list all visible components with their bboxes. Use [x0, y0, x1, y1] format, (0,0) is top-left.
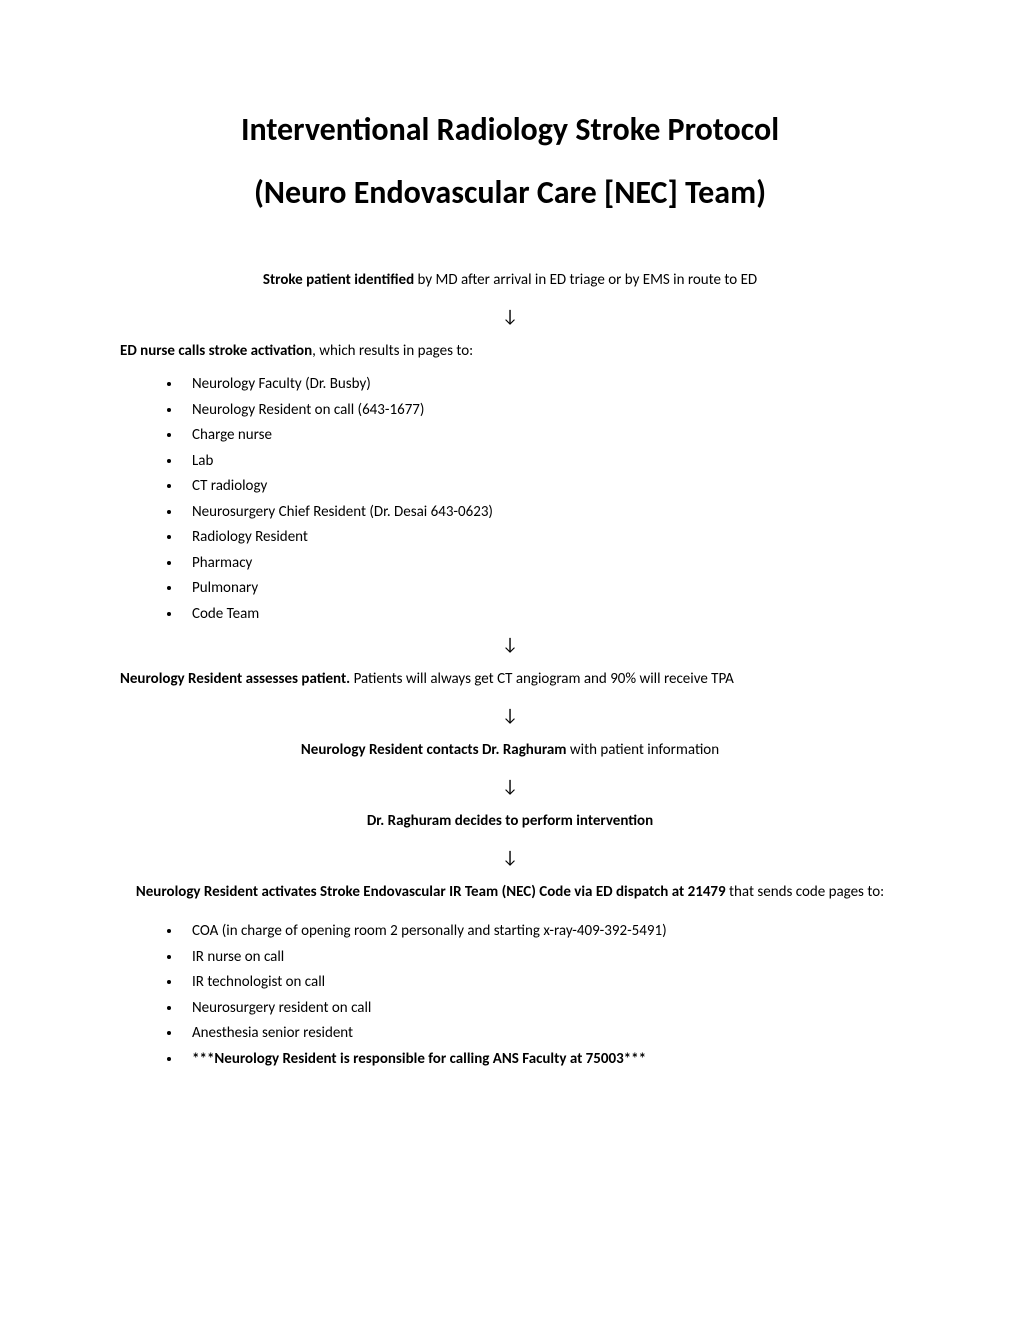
arrow-icon: ↓: [120, 305, 900, 327]
step-6: Neurology Resident activates Stroke Endo…: [120, 882, 900, 903]
document-subtitle: (Neuro Endovascular Care [NEC] Team): [120, 173, 900, 212]
arrow-icon: ↓: [120, 846, 900, 868]
step-6-bold: Neurology Resident activates Stroke Endo…: [136, 883, 726, 901]
list-item: Pulmonary: [182, 576, 900, 602]
document-page: Interventional Radiology Stroke Protocol…: [0, 0, 1020, 1320]
arrow-icon: ↓: [120, 775, 900, 797]
list-item-bold: ***Neurology Resident is responsible for…: [182, 1047, 900, 1073]
list-item: Pharmacy: [182, 551, 900, 577]
step-5: Dr. Raghuram decides to perform interven…: [120, 811, 900, 832]
step-4-rest: with patient information: [567, 741, 720, 759]
step-1-rest: by MD after arrival in ED triage or by E…: [414, 271, 757, 289]
list-item: Neurosurgery resident on call: [182, 996, 900, 1022]
step-2-bold: ED nurse calls stroke activation: [120, 342, 312, 360]
list-item: Neurology Faculty (Dr. Busby): [182, 372, 900, 398]
list-item: Neurosurgery Chief Resident (Dr. Desai 6…: [182, 500, 900, 526]
step-4: Neurology Resident contacts Dr. Raghuram…: [120, 740, 900, 761]
step-3-bold: Neurology Resident assesses patient.: [120, 670, 350, 688]
list-item: IR technologist on call: [182, 970, 900, 996]
step-3: Neurology Resident assesses patient. Pat…: [120, 669, 900, 690]
step-5-bold: Dr. Raghuram decides to perform interven…: [367, 812, 653, 830]
list-item: IR nurse on call: [182, 945, 900, 971]
step-1-bold: Stroke patient identified: [263, 271, 414, 289]
arrow-icon: ↓: [120, 633, 900, 655]
arrow-icon: ↓: [120, 704, 900, 726]
step-2: ED nurse calls stroke activation, which …: [120, 341, 900, 362]
list-item: Neurology Resident on call (643-1677): [182, 398, 900, 424]
list-item: CT radiology: [182, 474, 900, 500]
step-2-rest: , which results in pages to:: [312, 342, 473, 360]
step-1: Stroke patient identified by MD after ar…: [120, 270, 900, 291]
step-3-rest: Patients will always get CT angiogram an…: [350, 670, 734, 688]
activation-list: Neurology Faculty (Dr. Busby) Neurology …: [120, 372, 900, 627]
list-item: Code Team: [182, 602, 900, 628]
code-pages-list: COA (in charge of opening room 2 persona…: [120, 919, 900, 1072]
list-item: Radiology Resident: [182, 525, 900, 551]
step-4-bold: Neurology Resident contacts Dr. Raghuram: [301, 741, 567, 759]
step-6-rest: that sends code pages to:: [726, 883, 885, 901]
document-title: Interventional Radiology Stroke Protocol: [120, 110, 900, 149]
list-item: Anesthesia senior resident: [182, 1021, 900, 1047]
list-item: Charge nurse: [182, 423, 900, 449]
list-item: Lab: [182, 449, 900, 475]
list-item: COA (in charge of opening room 2 persona…: [182, 919, 900, 945]
